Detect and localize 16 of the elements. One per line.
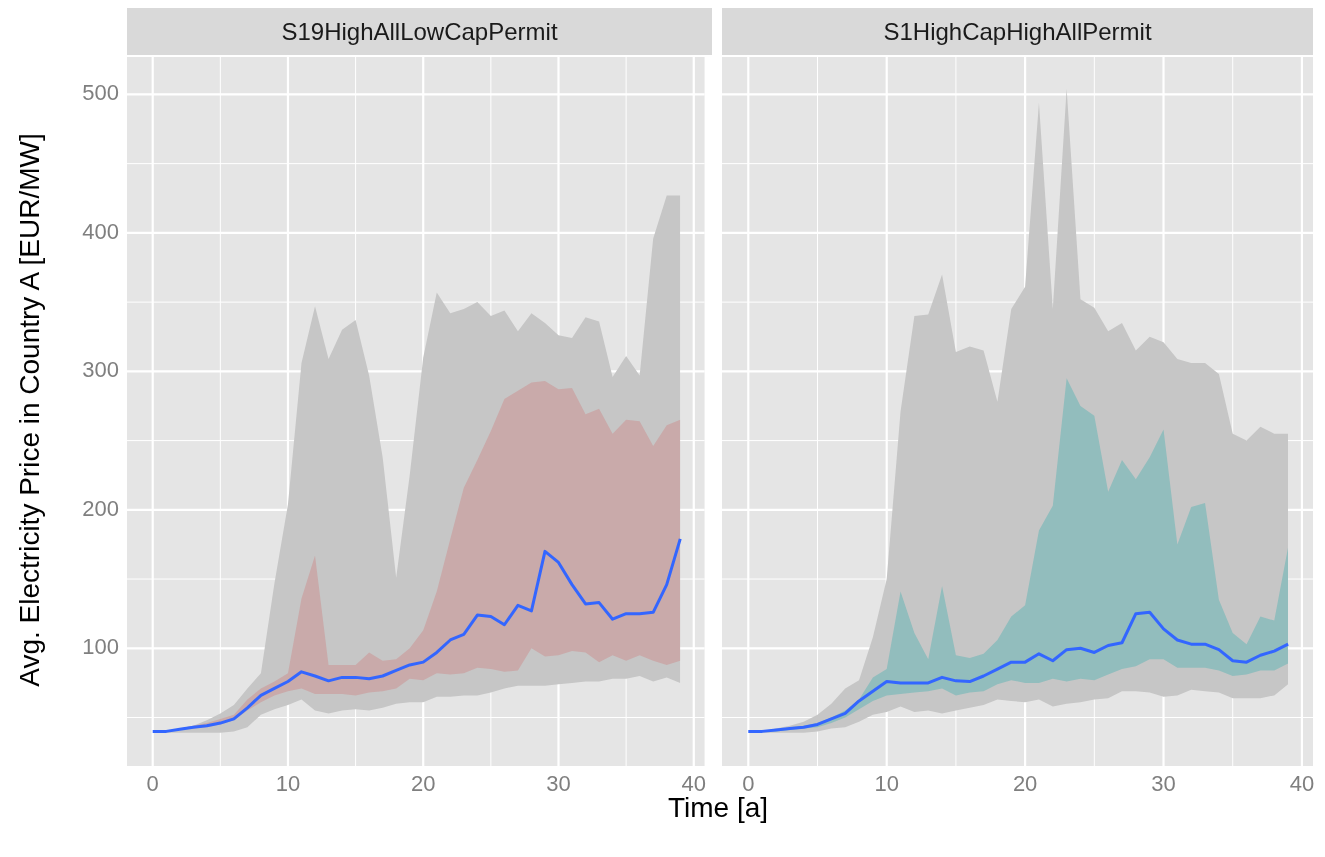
x-tick-label: 30 [1151, 771, 1176, 797]
y-tick-label: 500 [82, 80, 119, 106]
x-tick-label: 10 [275, 771, 301, 797]
y-tick-label: 100 [82, 634, 119, 660]
x-tick-label: 40 [1289, 771, 1315, 797]
y-tick-label: 400 [82, 218, 119, 244]
x-tick-label: 20 [410, 771, 436, 797]
x-tick-label: 10 [874, 771, 899, 797]
chart-title: S19HighAllLowCapPermit [127, 8, 712, 55]
x-tick-label: 30 [546, 771, 571, 797]
y-tick-label: 200 [82, 495, 119, 521]
chart-title: S1HighCapHighAllPermit [722, 8, 1313, 55]
x-tick-label: 0 [146, 771, 159, 797]
x-tick-label: 20 [1012, 771, 1038, 797]
y-tick-label: 300 [82, 357, 119, 383]
y-axis-title: Avg. Electricity Price in Country A [EUR/MW] [14, 133, 46, 687]
